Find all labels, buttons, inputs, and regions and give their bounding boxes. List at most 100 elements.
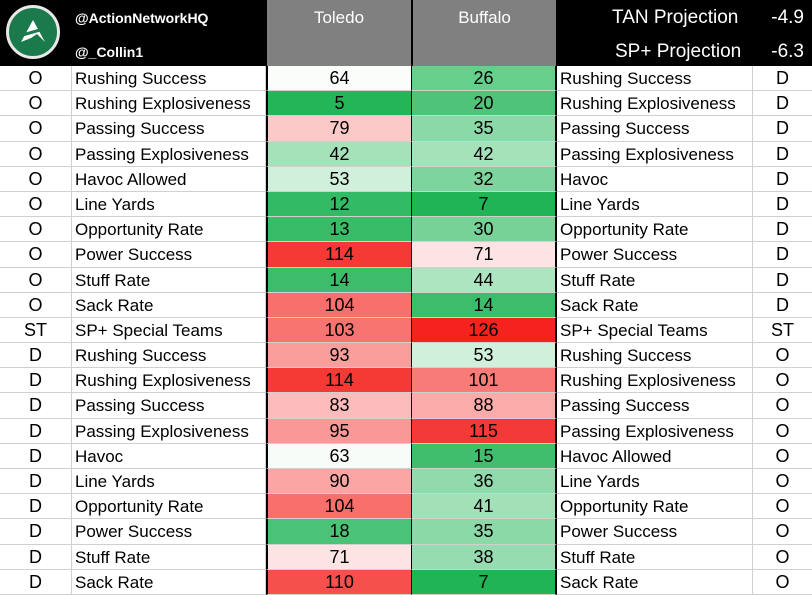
stat-name-left[interactable]: Passing Success: [72, 116, 266, 142]
side-cell-left[interactable]: D: [0, 393, 72, 419]
toledo-header-cell[interactable]: Toledo: [266, 0, 412, 66]
side-cell-right[interactable]: O: [753, 570, 812, 595]
stat-name-right[interactable]: Power Success: [557, 242, 753, 268]
stat-name-left[interactable]: Opportunity Rate: [72, 494, 266, 520]
toledo-rank-cell[interactable]: 114: [266, 368, 412, 394]
stat-name-left[interactable]: Rushing Explosiveness: [72, 91, 266, 117]
buffalo-rank-cell[interactable]: 38: [412, 544, 557, 570]
side-cell-right[interactable]: ST: [753, 318, 812, 344]
buffalo-rank-cell[interactable]: 35: [412, 519, 557, 545]
side-cell-left[interactable]: O: [0, 166, 72, 192]
buffalo-rank-cell[interactable]: 115: [412, 418, 557, 444]
side-cell-left[interactable]: D: [0, 519, 72, 545]
stat-name-right[interactable]: Havoc Allowed: [557, 443, 753, 469]
side-cell-left[interactable]: O: [0, 242, 72, 268]
stat-name-right[interactable]: Rushing Success: [557, 343, 753, 369]
toledo-rank-cell[interactable]: 42: [266, 141, 412, 167]
side-cell-right[interactable]: D: [753, 167, 812, 192]
side-cell-left[interactable]: D: [0, 494, 72, 520]
toledo-rank-cell[interactable]: 5: [266, 91, 412, 117]
stat-name-right[interactable]: Stuff Rate: [557, 544, 753, 570]
stat-name-right[interactable]: Sack Rate: [557, 569, 753, 595]
side-cell-right[interactable]: D: [753, 91, 812, 117]
stat-name-right[interactable]: Havoc: [557, 166, 753, 192]
side-cell-right[interactable]: O: [753, 419, 812, 444]
buffalo-rank-cell[interactable]: 101: [412, 368, 557, 394]
side-cell-left[interactable]: O: [0, 292, 72, 318]
side-cell-left[interactable]: D: [0, 343, 72, 369]
toledo-rank-cell[interactable]: 13: [266, 217, 412, 243]
toledo-rank-cell[interactable]: 103: [266, 317, 412, 344]
stat-name-right[interactable]: SP+ Special Teams: [557, 317, 753, 344]
toledo-rank-cell[interactable]: 53: [266, 166, 412, 192]
buffalo-rank-cell[interactable]: 36: [412, 469, 557, 495]
side-cell-left[interactable]: O: [0, 141, 72, 167]
buffalo-rank-cell[interactable]: 71: [412, 242, 557, 268]
buffalo-rank-cell[interactable]: 30: [412, 217, 557, 243]
side-cell-right[interactable]: D: [753, 268, 812, 293]
buffalo-rank-cell[interactable]: 32: [412, 166, 557, 192]
toledo-rank-cell[interactable]: 83: [266, 393, 412, 419]
side-cell-left[interactable]: D: [0, 469, 72, 495]
stat-name-right[interactable]: Line Yards: [557, 469, 753, 495]
toledo-rank-cell[interactable]: 110: [266, 569, 412, 595]
side-cell-right[interactable]: O: [753, 393, 812, 419]
stat-name-left[interactable]: Sack Rate: [72, 292, 266, 318]
buffalo-rank-cell[interactable]: 126: [412, 317, 557, 344]
side-cell-right[interactable]: O: [753, 519, 812, 545]
stat-name-left[interactable]: Passing Success: [72, 393, 266, 419]
toledo-rank-cell[interactable]: 114: [266, 242, 412, 268]
stat-name-left[interactable]: Rushing Success: [72, 66, 266, 92]
toledo-rank-cell[interactable]: 95: [266, 418, 412, 444]
stat-name-right[interactable]: Opportunity Rate: [557, 217, 753, 243]
stat-name-right[interactable]: Stuff Rate: [557, 267, 753, 293]
buffalo-rank-cell[interactable]: 35: [412, 116, 557, 142]
toledo-rank-cell[interactable]: 12: [266, 191, 412, 218]
side-cell-left[interactable]: D: [0, 443, 72, 469]
stat-name-left[interactable]: Havoc: [72, 443, 266, 469]
buffalo-rank-cell[interactable]: 44: [412, 267, 557, 293]
buffalo-rank-cell[interactable]: 14: [412, 292, 557, 318]
stat-name-right[interactable]: Passing Success: [557, 116, 753, 142]
side-cell-left[interactable]: O: [0, 191, 72, 218]
buffalo-rank-cell[interactable]: 88: [412, 393, 557, 419]
side-cell-left[interactable]: O: [0, 217, 72, 243]
side-cell-right[interactable]: O: [753, 494, 812, 520]
sp-projection-value[interactable]: -6.3: [771, 41, 804, 62]
side-cell-left[interactable]: O: [0, 116, 72, 142]
side-cell-right[interactable]: O: [753, 444, 812, 469]
stat-name-left[interactable]: Line Yards: [72, 191, 266, 218]
stat-name-left[interactable]: Line Yards: [72, 469, 266, 495]
stat-name-left[interactable]: Sack Rate: [72, 569, 266, 595]
side-cell-left[interactable]: O: [0, 267, 72, 293]
side-cell-left[interactable]: D: [0, 418, 72, 444]
side-cell-right[interactable]: D: [753, 66, 812, 92]
toledo-rank-cell[interactable]: 14: [266, 267, 412, 293]
stat-name-right[interactable]: Rushing Explosiveness: [557, 91, 753, 117]
stat-name-right[interactable]: Rushing Explosiveness: [557, 368, 753, 394]
stat-name-right[interactable]: Passing Success: [557, 393, 753, 419]
toledo-rank-cell[interactable]: 90: [266, 469, 412, 495]
side-cell-left[interactable]: O: [0, 66, 72, 92]
buffalo-header-cell[interactable]: Buffalo: [412, 0, 557, 66]
buffalo-rank-cell[interactable]: 20: [412, 91, 557, 117]
stat-name-left[interactable]: Stuff Rate: [72, 544, 266, 570]
side-cell-left[interactable]: ST: [0, 317, 72, 344]
buffalo-rank-cell[interactable]: 7: [412, 191, 557, 218]
toledo-rank-cell[interactable]: 79: [266, 116, 412, 142]
side-cell-right[interactable]: O: [753, 343, 812, 369]
side-cell-right[interactable]: D: [753, 116, 812, 142]
toledo-rank-cell[interactable]: 104: [266, 494, 412, 520]
toledo-rank-cell[interactable]: 63: [266, 443, 412, 469]
handle-actionnetwork[interactable]: @ActionNetworkHQ: [75, 10, 209, 26]
side-cell-right[interactable]: D: [753, 192, 812, 218]
stat-name-left[interactable]: Passing Explosiveness: [72, 141, 266, 167]
stat-name-right[interactable]: Sack Rate: [557, 292, 753, 318]
buffalo-rank-cell[interactable]: 42: [412, 141, 557, 167]
side-cell-left[interactable]: D: [0, 368, 72, 394]
side-cell-left[interactable]: O: [0, 91, 72, 117]
stat-name-right[interactable]: Opportunity Rate: [557, 494, 753, 520]
stat-name-right[interactable]: Passing Explosiveness: [557, 418, 753, 444]
side-cell-right[interactable]: O: [753, 545, 812, 570]
stat-name-right[interactable]: Passing Explosiveness: [557, 141, 753, 167]
